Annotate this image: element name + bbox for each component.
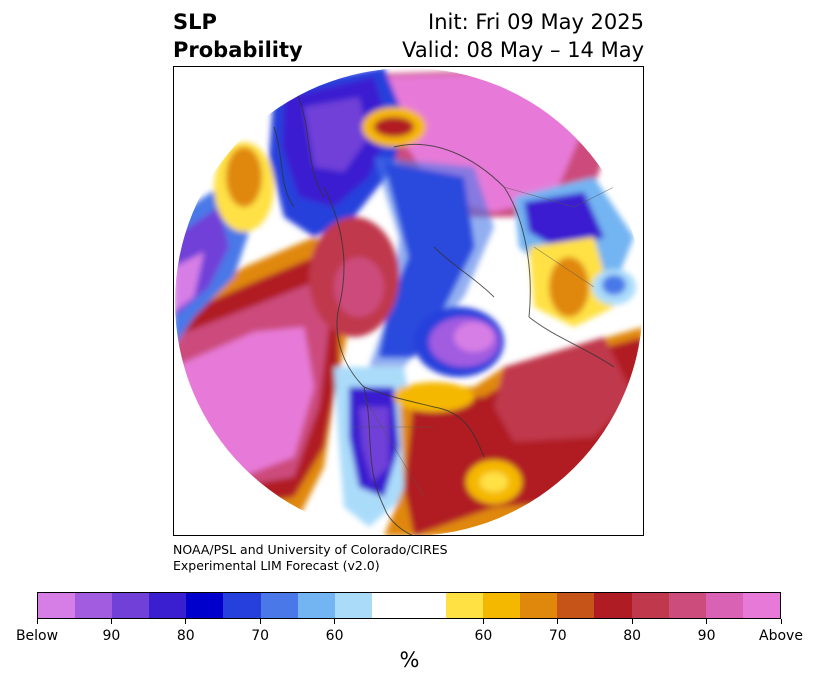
colorbar-tick (185, 619, 187, 624)
colorbar-tick-label: 80 (623, 628, 642, 644)
probability-map (175, 68, 643, 535)
colorbar-tick (706, 619, 708, 624)
coastlines (273, 86, 615, 535)
colorbar-tick (36, 619, 38, 624)
probability-field (175, 68, 643, 535)
colorbar-tick (557, 619, 559, 624)
colorbar-swatch (446, 593, 484, 618)
colorbar-tick (780, 619, 782, 624)
map-panel (173, 66, 644, 536)
colorbar-tick (110, 619, 112, 624)
colorbar (37, 592, 781, 619)
colorbar-swatch (38, 593, 76, 618)
valid-range: Valid: 08 May – 14 May (402, 38, 644, 62)
title-variable: SLP Probability (173, 8, 303, 64)
colorbar-swatch (520, 593, 558, 618)
title-dates: Init: Fri 09 May 2025 Valid: 08 May – 14… (402, 8, 644, 64)
colorbar-swatch (371, 593, 409, 618)
colorbar-swatch (75, 593, 113, 618)
colorbar-tick-label: 60 (474, 628, 493, 644)
colorbar-swatch (742, 593, 780, 618)
colorbar-ticks: Below 90 80 70 60 60 70 80 90 Above (16, 619, 803, 644)
init-date: Init: Fri 09 May 2025 (428, 10, 644, 34)
colorbar-tick (482, 619, 484, 624)
colorbar-tick-label: 70 (548, 628, 567, 644)
colorbar-swatch (186, 593, 224, 618)
colorbar-swatch (149, 593, 187, 618)
colorbar-tick (259, 619, 261, 624)
colorbar-tick-label: 90 (102, 628, 121, 644)
colorbar-swatch (631, 593, 669, 618)
title-variable-line1: SLP (173, 10, 217, 34)
colorbar-tick-label: 90 (697, 628, 716, 644)
colorbar-swatch (334, 593, 372, 618)
colorbar-swatch (705, 593, 743, 618)
colorbar-swatch (594, 593, 632, 618)
credit-line2: Experimental LIM Forecast (v2.0) (173, 558, 380, 573)
title-variable-line2: Probability (173, 38, 303, 62)
colorbar-tick-label: Above (759, 628, 803, 644)
credit-text: NOAA/PSL and University of Colorado/CIRE… (173, 542, 448, 574)
colorbar-swatch (223, 593, 261, 618)
colorbar-tick-label: 60 (325, 628, 344, 644)
credit-line1: NOAA/PSL and University of Colorado/CIRE… (173, 542, 448, 557)
colorbar-tick-label: 80 (176, 628, 195, 644)
colorbar-swatch (112, 593, 150, 618)
colorbar-swatch (408, 593, 447, 618)
colorbar-tick-label: Below (15, 628, 59, 644)
colorbar-tick-label: 70 (251, 628, 270, 644)
colorbar-swatch (483, 593, 521, 618)
colorbar-swatch (297, 593, 335, 618)
colorbar-tick (334, 619, 336, 624)
colorbar-swatch (668, 593, 706, 618)
colorbar-tick (631, 619, 633, 624)
colorbar-swatch (557, 593, 595, 618)
colorbar-units-label: % (399, 648, 420, 672)
colorbar-swatch (260, 593, 298, 618)
